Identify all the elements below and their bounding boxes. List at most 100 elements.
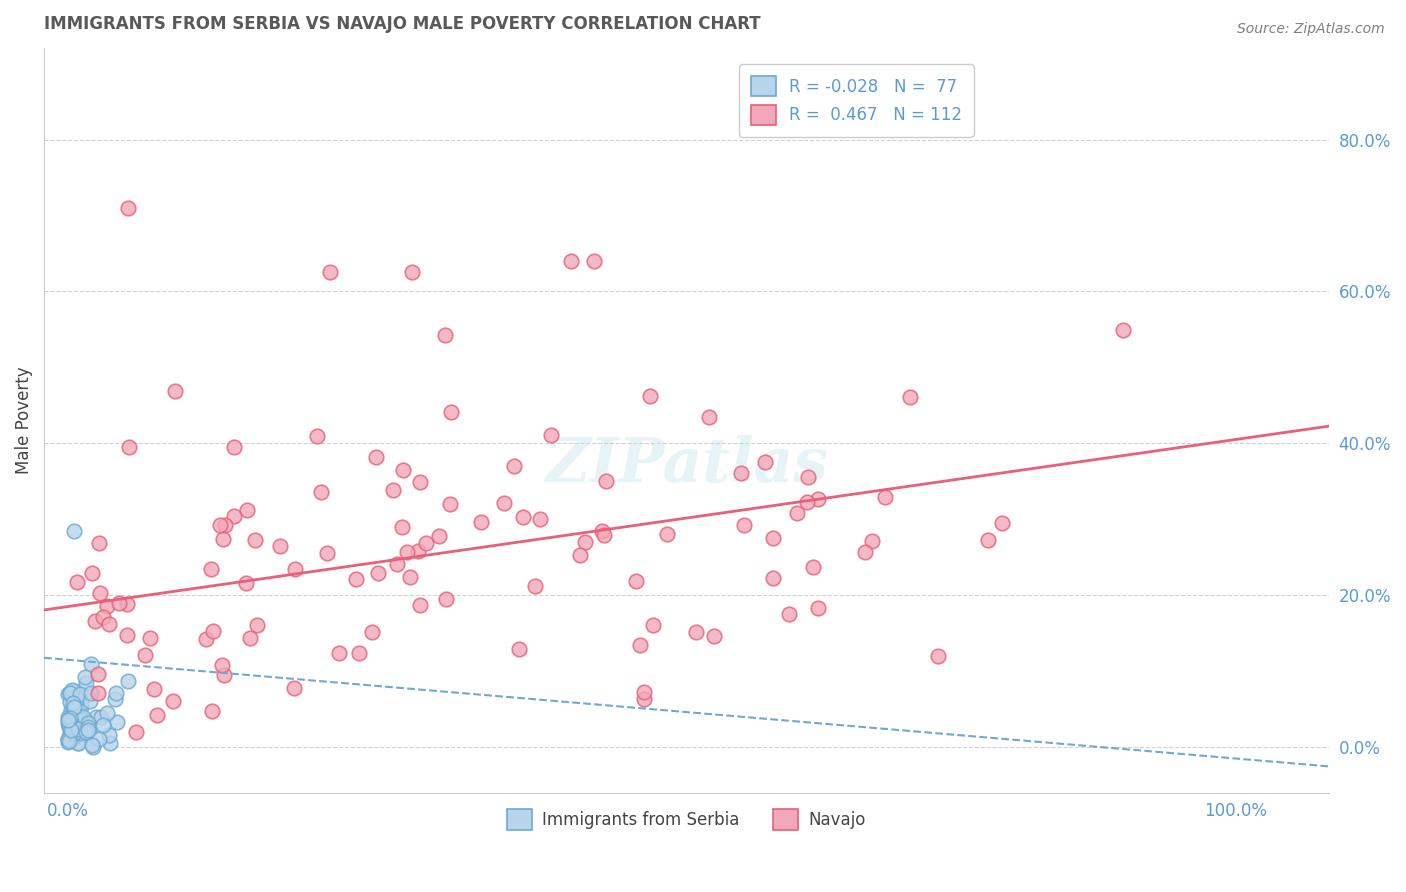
Point	[761, 571, 783, 585]
Point	[125, 725, 148, 739]
Point	[63, 684, 86, 698]
Point	[75, 675, 97, 690]
Point	[63, 524, 86, 538]
Point	[898, 390, 921, 404]
Point	[415, 536, 437, 550]
Point	[134, 648, 156, 663]
Point	[406, 544, 429, 558]
Point	[65, 699, 87, 714]
Point	[401, 265, 423, 279]
Point	[59, 686, 82, 700]
Point	[58, 726, 80, 740]
Point	[470, 516, 492, 530]
Point	[56, 715, 79, 730]
Point	[59, 686, 82, 700]
Point	[283, 561, 305, 575]
Point	[67, 726, 90, 740]
Point	[59, 723, 82, 737]
Point	[540, 428, 562, 442]
Point	[80, 686, 103, 700]
Point	[117, 440, 139, 454]
Point	[200, 561, 222, 575]
Point	[98, 736, 121, 750]
Point	[643, 618, 665, 632]
Point	[77, 716, 100, 731]
Point	[807, 601, 830, 615]
Point	[222, 508, 245, 523]
Point	[59, 695, 82, 709]
Point	[82, 739, 104, 754]
Point	[202, 624, 225, 638]
Point	[364, 450, 387, 464]
Text: Source: ZipAtlas.com: Source: ZipAtlas.com	[1237, 22, 1385, 37]
Point	[657, 527, 679, 541]
Point	[624, 574, 647, 589]
Point	[65, 725, 87, 739]
Point	[395, 545, 418, 559]
Point	[69, 714, 91, 728]
Point	[360, 625, 382, 640]
Point	[142, 682, 165, 697]
Point	[703, 629, 725, 643]
Legend: Immigrants from Serbia, Navajo: Immigrants from Serbia, Navajo	[501, 803, 872, 837]
Point	[84, 710, 107, 724]
Point	[633, 691, 655, 706]
Point	[211, 532, 233, 546]
Point	[508, 642, 530, 657]
Point	[96, 599, 118, 614]
Point	[105, 686, 128, 700]
Point	[873, 490, 896, 504]
Point	[56, 732, 79, 747]
Point	[73, 670, 96, 684]
Point	[367, 566, 389, 580]
Point	[58, 733, 80, 747]
Point	[568, 548, 591, 562]
Point	[67, 722, 90, 736]
Point	[807, 491, 830, 506]
Point	[427, 529, 450, 543]
Point	[408, 599, 430, 613]
Point	[65, 706, 87, 721]
Point	[733, 518, 755, 533]
Point	[209, 517, 232, 532]
Point	[66, 692, 89, 706]
Point	[59, 732, 82, 747]
Point	[60, 729, 83, 743]
Point	[730, 466, 752, 480]
Point	[77, 723, 100, 737]
Point	[79, 694, 101, 708]
Point	[762, 531, 785, 545]
Point	[316, 546, 339, 560]
Point	[66, 701, 89, 715]
Point	[89, 585, 111, 599]
Point	[59, 703, 82, 717]
Point	[96, 706, 118, 721]
Point	[104, 692, 127, 706]
Point	[801, 560, 824, 574]
Point	[391, 463, 413, 477]
Point	[56, 731, 79, 746]
Point	[195, 632, 218, 646]
Point	[628, 638, 651, 652]
Point	[246, 618, 269, 632]
Point	[927, 648, 949, 663]
Point	[328, 646, 350, 660]
Point	[977, 533, 1000, 548]
Point	[59, 711, 82, 725]
Point	[685, 625, 707, 640]
Point	[214, 518, 236, 533]
Point	[582, 254, 605, 268]
Point	[72, 725, 94, 739]
Point	[58, 715, 80, 730]
Point	[162, 694, 184, 708]
Point	[59, 720, 82, 734]
Point	[699, 410, 721, 425]
Point	[560, 254, 582, 268]
Point	[592, 528, 614, 542]
Point	[408, 475, 430, 490]
Point	[433, 328, 456, 343]
Point	[1112, 323, 1135, 337]
Point	[77, 719, 100, 733]
Point	[58, 717, 80, 731]
Point	[309, 485, 332, 500]
